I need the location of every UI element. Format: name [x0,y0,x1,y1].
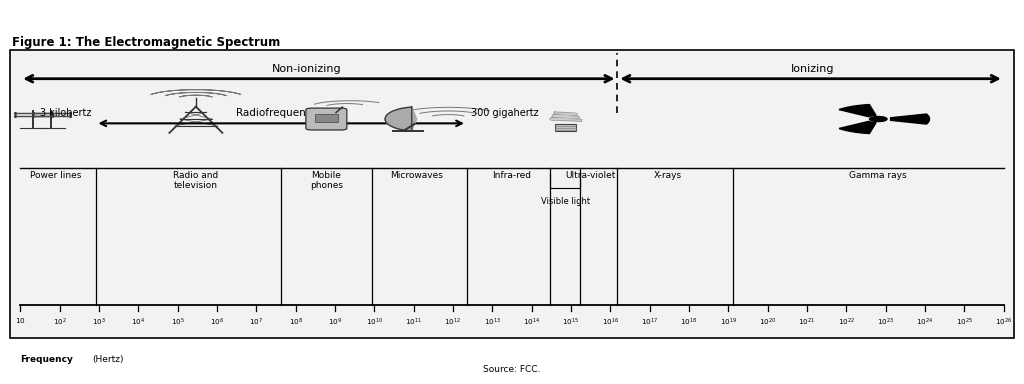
Polygon shape [385,107,417,131]
Text: 300 gigahertz: 300 gigahertz [471,108,539,118]
Text: $10^{19}$: $10^{19}$ [720,316,737,328]
Text: (Hertz): (Hertz) [92,355,124,364]
FancyBboxPatch shape [306,108,347,130]
Polygon shape [839,104,877,117]
Text: $10^{8}$: $10^{8}$ [289,316,303,328]
Polygon shape [890,114,930,124]
Text: Ultra-violet: Ultra-violet [565,171,615,180]
Text: Radio and
television: Radio and television [173,171,218,190]
Text: $10^{3}$: $10^{3}$ [92,316,105,328]
Text: $10^{6}$: $10^{6}$ [210,316,224,328]
Text: $10^{23}$: $10^{23}$ [878,316,894,328]
Text: $10^{12}$: $10^{12}$ [444,316,462,328]
Text: $10^{4}$: $10^{4}$ [131,316,145,328]
Text: $10^{18}$: $10^{18}$ [680,316,697,328]
Text: $10^{10}$: $10^{10}$ [366,316,383,328]
Text: $10^{21}$: $10^{21}$ [799,316,816,328]
Text: Radiofrequencies: Radiofrequencies [236,108,327,118]
Text: $10^{9}$: $10^{9}$ [328,316,342,328]
Text: $10^{11}$: $10^{11}$ [406,316,422,328]
Text: Microwaves: Microwaves [390,171,443,180]
Bar [315,114,338,122]
Circle shape [869,116,887,122]
Text: Frequency: Frequency [20,355,73,364]
Bar [555,124,575,131]
Text: Visible light: Visible light [541,197,590,206]
Text: Power lines: Power lines [30,171,81,180]
Text: $10^{24}$: $10^{24}$ [916,316,934,328]
Text: $10^{14}$: $10^{14}$ [523,316,541,328]
Text: Source: FCC.: Source: FCC. [483,366,541,374]
Text: 3 kilohertz: 3 kilohertz [40,108,91,118]
Text: Infra-red: Infra-red [493,171,531,180]
Text: $10^{16}$: $10^{16}$ [602,316,620,328]
Text: $10^{25}$: $10^{25}$ [955,316,973,328]
FancyBboxPatch shape [10,50,1014,338]
Text: Non-ionizing: Non-ionizing [271,65,341,74]
Text: $10^{2}$: $10^{2}$ [52,316,67,328]
Polygon shape [839,121,877,134]
Text: $10^{5}$: $10^{5}$ [171,316,184,328]
Text: $10^{20}$: $10^{20}$ [759,316,776,328]
Text: $10^{17}$: $10^{17}$ [641,316,658,328]
Text: $10$: $10$ [15,316,26,325]
Text: $10^{22}$: $10^{22}$ [838,316,855,328]
Text: Mobile
phones: Mobile phones [310,171,343,190]
Text: Gamma rays: Gamma rays [850,171,907,180]
Text: Ionizing: Ionizing [792,65,835,74]
Text: $10^{7}$: $10^{7}$ [249,316,263,328]
Text: $10^{26}$: $10^{26}$ [995,316,1013,328]
Text: $10^{13}$: $10^{13}$ [483,316,501,328]
Text: X-rays: X-rays [653,171,682,180]
Text: $10^{15}$: $10^{15}$ [562,316,580,328]
Text: Figure 1: The Electromagnetic Spectrum: Figure 1: The Electromagnetic Spectrum [12,36,281,50]
